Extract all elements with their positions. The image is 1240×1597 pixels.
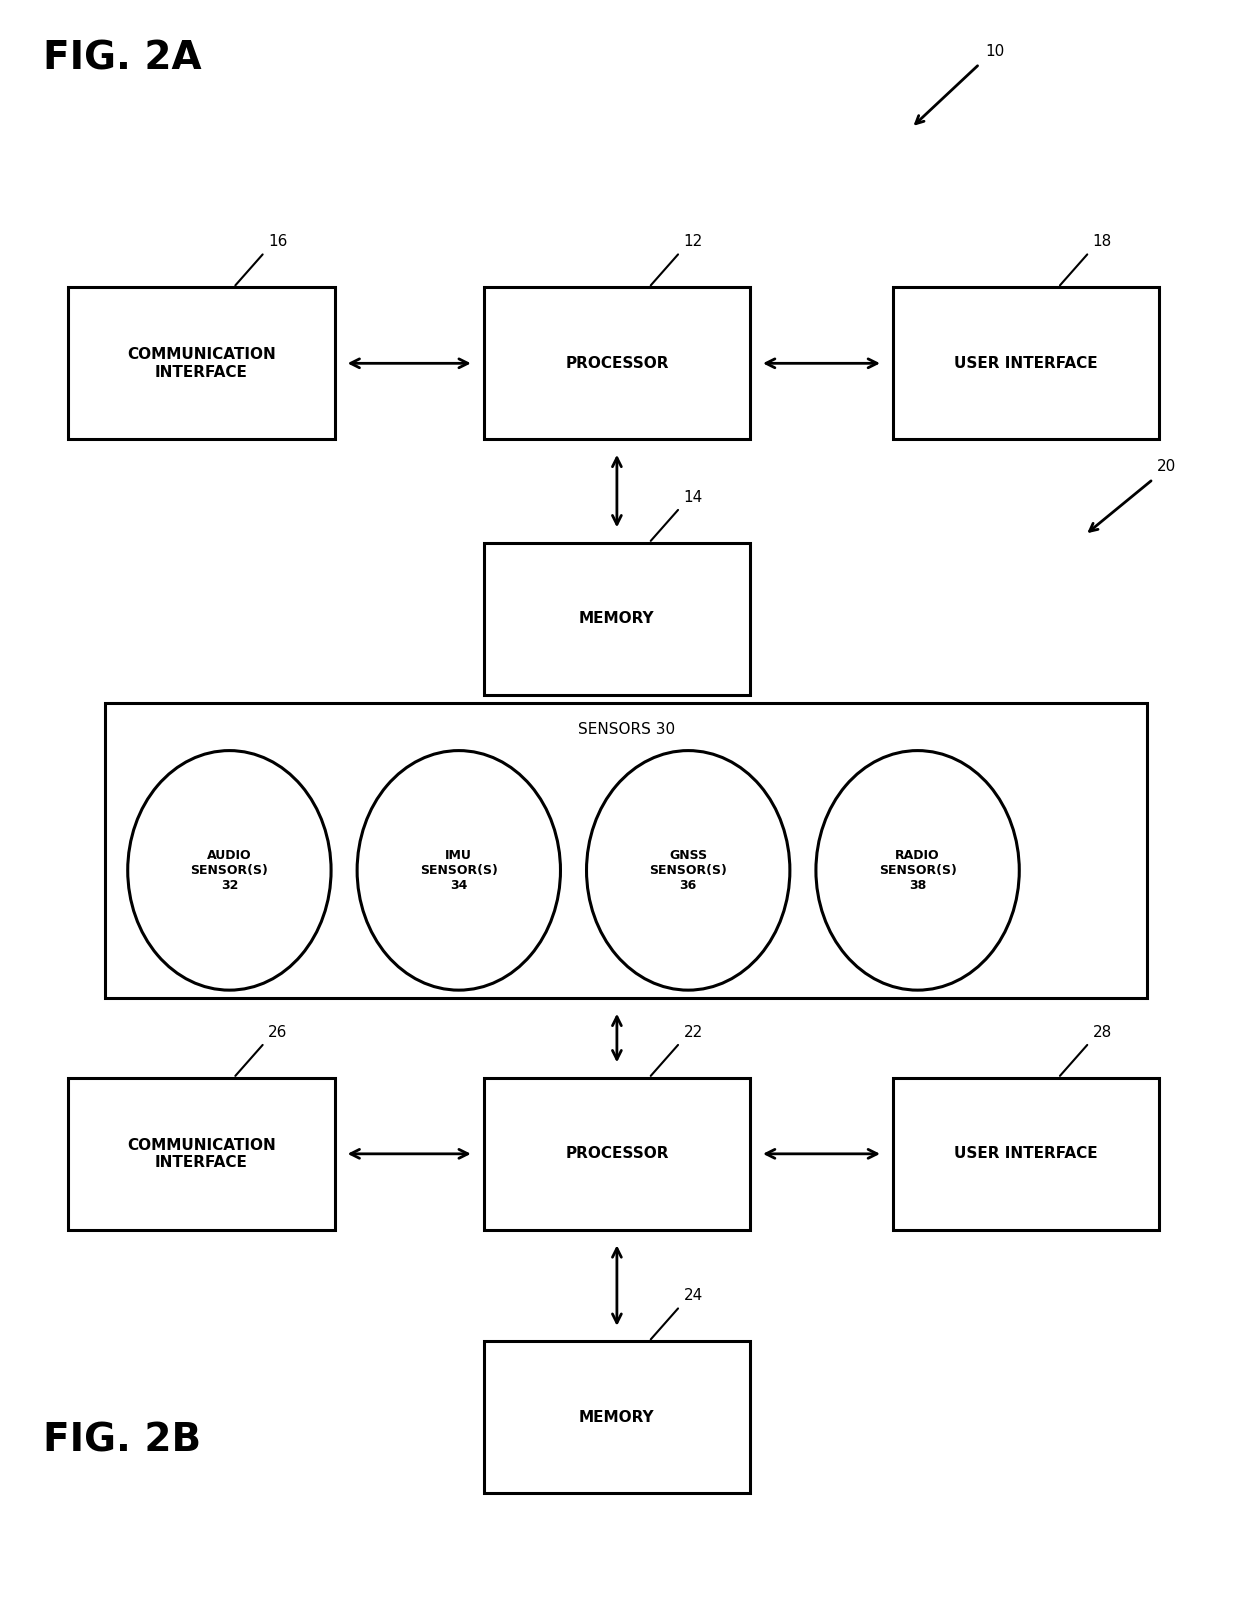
Text: SENSORS 30: SENSORS 30 — [578, 722, 675, 736]
Text: MEMORY: MEMORY — [579, 612, 655, 626]
Text: USER INTERFACE: USER INTERFACE — [955, 356, 1097, 371]
Text: PROCESSOR: PROCESSOR — [565, 1147, 668, 1161]
Text: 10: 10 — [986, 45, 1006, 59]
Text: 20: 20 — [1157, 460, 1177, 474]
Text: IMU
SENSOR(S)
34: IMU SENSOR(S) 34 — [420, 850, 497, 891]
Bar — [105, 703, 1147, 998]
Bar — [893, 1078, 1159, 1230]
Text: FIG. 2B: FIG. 2B — [43, 1421, 202, 1460]
Text: COMMUNICATION
INTERFACE: COMMUNICATION INTERFACE — [128, 1137, 275, 1171]
Text: 16: 16 — [268, 235, 288, 249]
Text: 28: 28 — [1092, 1025, 1112, 1040]
Ellipse shape — [128, 751, 331, 990]
Text: RADIO
SENSOR(S)
38: RADIO SENSOR(S) 38 — [879, 850, 956, 891]
Text: COMMUNICATION
INTERFACE: COMMUNICATION INTERFACE — [128, 347, 275, 380]
Text: 26: 26 — [268, 1025, 288, 1040]
Bar — [893, 287, 1159, 439]
Text: PROCESSOR: PROCESSOR — [565, 356, 668, 371]
Ellipse shape — [357, 751, 560, 990]
Text: 14: 14 — [683, 490, 703, 505]
Ellipse shape — [816, 751, 1019, 990]
Ellipse shape — [587, 751, 790, 990]
Bar — [484, 1341, 750, 1493]
Text: MEMORY: MEMORY — [579, 1410, 655, 1425]
Text: 12: 12 — [683, 235, 703, 249]
Text: AUDIO
SENSOR(S)
32: AUDIO SENSOR(S) 32 — [191, 850, 268, 891]
Bar — [68, 1078, 335, 1230]
Bar — [484, 543, 750, 695]
Text: FIG. 2A: FIG. 2A — [43, 40, 202, 78]
Text: 24: 24 — [683, 1289, 703, 1303]
Bar — [68, 287, 335, 439]
Bar — [484, 1078, 750, 1230]
Text: USER INTERFACE: USER INTERFACE — [955, 1147, 1097, 1161]
Bar — [484, 287, 750, 439]
Text: 18: 18 — [1092, 235, 1112, 249]
Text: GNSS
SENSOR(S)
36: GNSS SENSOR(S) 36 — [650, 850, 727, 891]
Text: 22: 22 — [683, 1025, 703, 1040]
